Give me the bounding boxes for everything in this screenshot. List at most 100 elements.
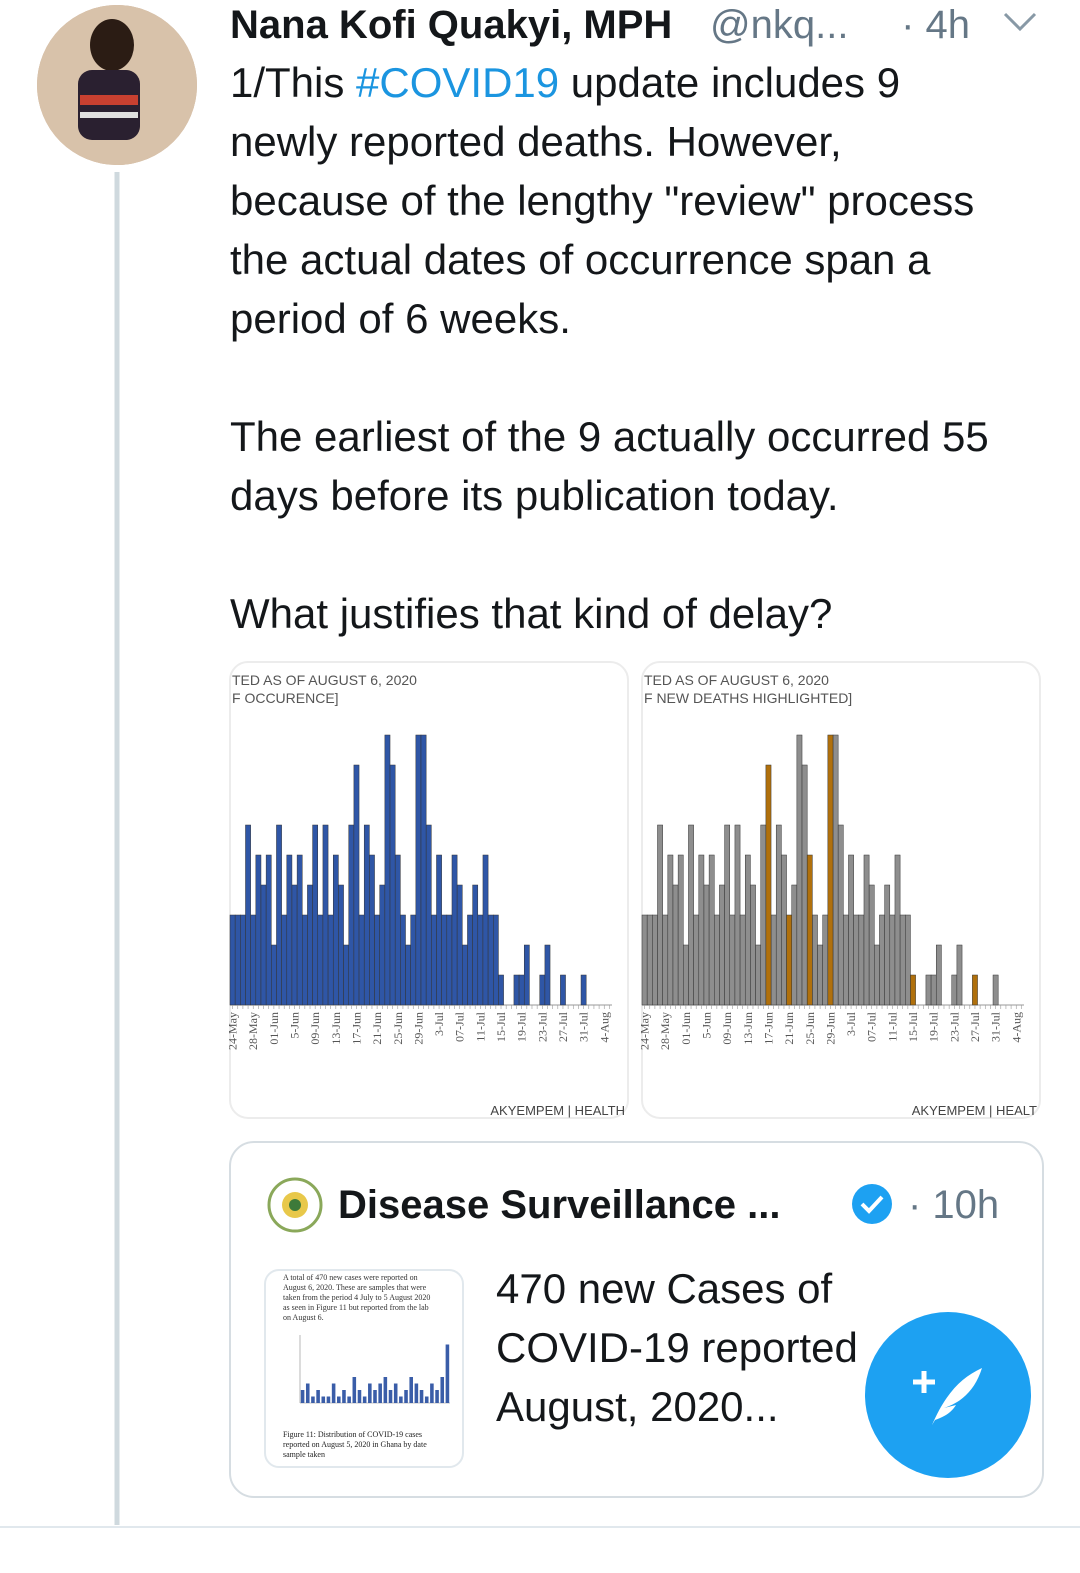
bar [441,914,448,1006]
x-tick-label: 17-Jun [349,1012,363,1045]
x-tick-label: 4-Aug [1009,1012,1023,1043]
bar [312,824,319,1006]
x-tick-label: 23-Jul [535,1011,549,1042]
bar [951,974,958,1006]
bar [688,824,694,1006]
figure-bar [399,1396,403,1403]
figure-bar [419,1390,424,1403]
timestamp: · 4h [901,3,970,47]
bar [719,884,725,1006]
bar [744,854,751,1006]
bar [837,824,844,1006]
x-tick-label: 09-Jun [720,1012,734,1045]
bar [286,854,293,1006]
figure-bar [352,1377,357,1403]
bar [425,824,432,1006]
bar [765,764,772,1006]
bar [760,824,767,1006]
bar [343,944,349,1006]
author-name[interactable]: Nana Kofi Quakyi, MPH [230,3,672,47]
bar [992,974,999,1006]
bar [260,884,267,1006]
bar [544,944,551,1006]
bar [781,854,787,1006]
bar [972,974,978,1006]
x-tick-label: 17-Jun [761,1012,775,1045]
bar [322,824,329,1006]
bar [925,974,932,1006]
x-tick-label: 07-Jul [865,1011,879,1042]
tweet-line: the actual dates of occurrence span a [230,236,931,283]
bar [327,914,334,1006]
bar [467,914,473,1006]
bar [369,854,375,1006]
x-tick-label: 21-Jun [370,1012,384,1045]
x-tick-label: 13-Jun [329,1012,343,1045]
menu-chevron[interactable] [1003,12,1037,32]
bar [714,914,720,1006]
bar [791,884,798,1006]
bar [843,914,849,1006]
bar [956,944,963,1006]
bar [868,884,875,1006]
avatar[interactable] [37,5,197,165]
tweet-line: 1/This #COVID19 update includes 9 [230,59,900,106]
chart-title: F NEW DEATHS HIGHLIGHTED] [644,690,852,706]
bar [291,884,298,1006]
bar [358,914,365,1006]
figure-bar [331,1383,336,1403]
text-span: days before its publication today. [230,472,839,519]
figure-caption: reported on August 5, 2020 in Ghana by d… [283,1440,427,1449]
bar [446,914,453,1006]
x-tick-label: 25-Jun [391,1012,405,1045]
bar [420,734,427,1006]
x-tick-label: 29-Jun [823,1012,837,1045]
bar [379,884,386,1006]
figure-note: taken from the period 4 July to 5 August… [283,1293,430,1302]
hashtag[interactable]: #COVID19 [356,59,559,106]
x-tick-label: 3-Jul [432,1011,446,1036]
text-span: update includes 9 [559,59,900,106]
figure-bar [378,1383,382,1403]
chart-image: TED AS OF AUGUST 6, 2020 F NEW DEATHS HIG… [638,661,1041,1119]
x-tick-label: 11-Jul [473,1011,487,1041]
media[interactable]: TED AS OF AUGUST 6, 2020 F OCCURENCE] 24-M… [226,661,1041,1119]
bar [683,944,689,1006]
bar [858,914,865,1006]
bar [874,944,880,1006]
bar [786,914,792,1006]
text-span: The earliest of the 9 actually occurred … [230,413,989,460]
bar [229,914,236,1006]
compose-button[interactable] [865,1312,1031,1478]
bar [739,914,746,1006]
figure-bar [445,1344,450,1403]
bar [374,914,380,1006]
x-tick-label: 24-May [226,1012,240,1050]
quote-line: 470 new Cases of [496,1265,833,1312]
bar [240,914,246,1006]
bar [832,734,839,1006]
figure-bar [342,1390,346,1403]
tweet-line: The earliest of the 9 actually occurred … [230,413,989,460]
bar [265,854,272,1006]
bar [801,764,808,1006]
bar [879,914,885,1006]
bar [281,914,288,1006]
figure-bar [435,1390,439,1403]
bar [677,854,684,1006]
x-tick-label: 23-Jul [947,1011,961,1042]
bar [338,884,344,1006]
chart-credit: AKYEMPEM | HEALTH [490,1103,625,1118]
x-tick-label: 09-Jun [308,1012,322,1045]
bar [410,914,417,1006]
x-tick-label: 31-Jul [577,1011,591,1042]
x-tick-label: 19-Jul [927,1011,941,1042]
bar [796,734,803,1006]
figure-note: as seen in Figure 11 but reported from t… [283,1303,429,1312]
verified-badge [852,1184,892,1224]
quote-line: COVID-19 reported [496,1324,858,1371]
bar [482,854,489,1006]
bar [296,854,303,1006]
figure-caption: Figure 11: Distribution of COVID-19 case… [283,1430,422,1439]
